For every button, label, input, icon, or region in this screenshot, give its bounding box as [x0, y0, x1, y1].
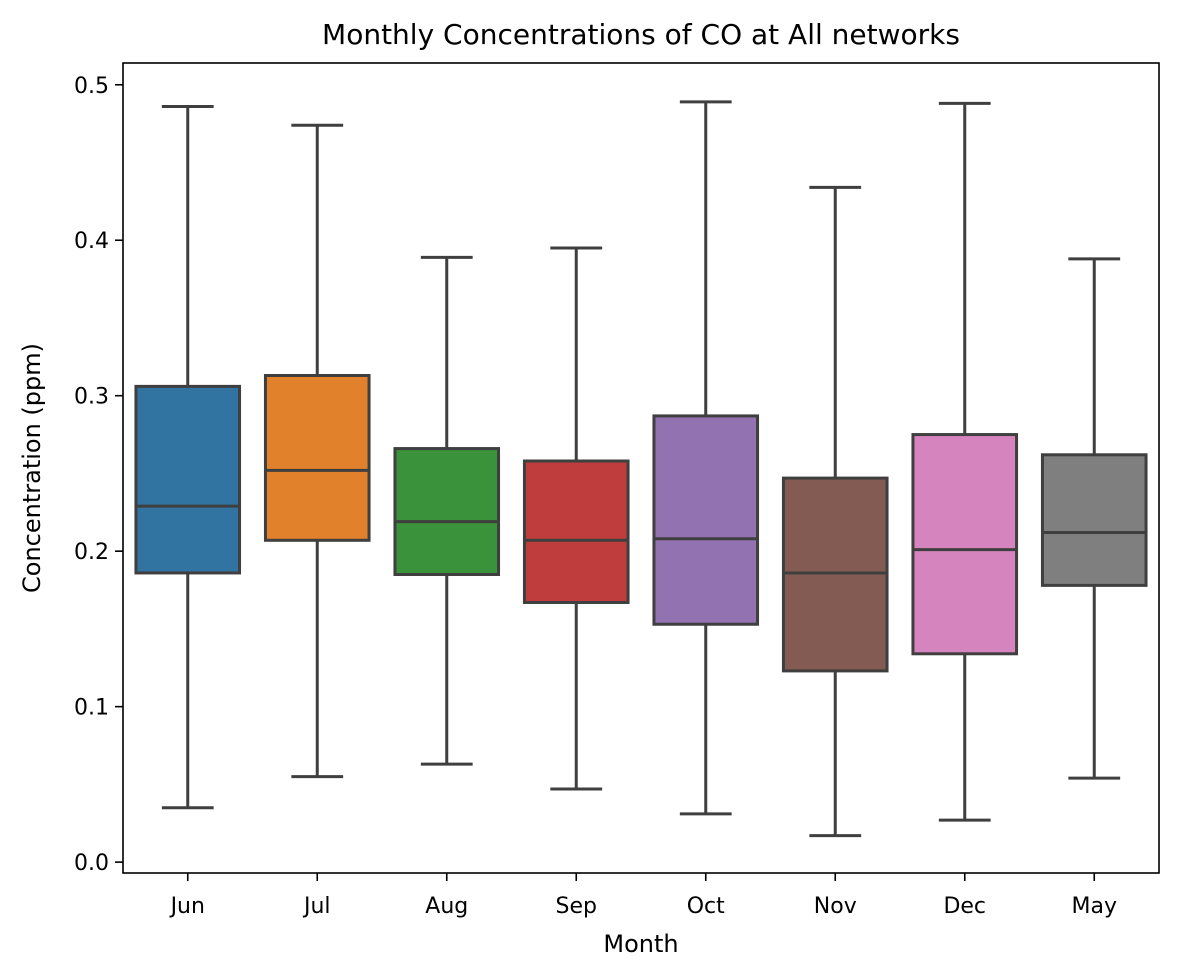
- box-group-dec: [911, 101, 1019, 822]
- x-tick-label: Jul: [302, 894, 331, 919]
- box-group-jun: [134, 105, 242, 810]
- x-tick-label: Oct: [687, 894, 725, 919]
- chart-title: Monthly Concentrations of CO at All netw…: [322, 18, 960, 51]
- y-tick-label: 0.0: [74, 851, 109, 876]
- iqr-box: [522, 459, 630, 604]
- y-axis: 0.0 0.1 0.2 0.3 0.4 0.5: [74, 74, 123, 876]
- y-tick-label: 0.3: [74, 385, 109, 410]
- iqr-box: [393, 447, 501, 576]
- y-tick-label: 0.5: [74, 74, 109, 99]
- box-group-aug: [393, 255, 501, 766]
- x-axis: Jun Jul Aug Sep Oct Nov Dec May: [169, 873, 1117, 919]
- iqr-box: [134, 384, 242, 575]
- iqr-box: [652, 414, 760, 626]
- box-group-sep: [522, 246, 630, 791]
- iqr-box: [781, 476, 889, 673]
- box-group-jul: [263, 123, 371, 779]
- box-group-oct: [652, 100, 760, 816]
- iqr-box: [911, 433, 1019, 656]
- y-tick-label: 0.4: [74, 229, 109, 254]
- plot-area: [134, 100, 1148, 838]
- x-tick-label: Jun: [169, 894, 205, 919]
- y-tick-label: 0.1: [74, 696, 109, 721]
- x-axis-label: Month: [603, 930, 678, 958]
- box-group-may: [1040, 257, 1148, 780]
- x-tick-label: May: [1072, 894, 1117, 919]
- y-tick-label: 0.2: [74, 540, 109, 565]
- x-tick-label: Sep: [556, 894, 597, 919]
- x-tick-label: Nov: [814, 894, 857, 919]
- iqr-box: [1040, 453, 1148, 587]
- box-group-nov: [781, 185, 889, 838]
- x-tick-label: Aug: [425, 894, 468, 919]
- y-axis-label: Concentration (ppm): [18, 343, 46, 593]
- x-tick-label: Dec: [943, 894, 986, 919]
- plot-frame: [122, 62, 1160, 874]
- iqr-box: [263, 373, 371, 542]
